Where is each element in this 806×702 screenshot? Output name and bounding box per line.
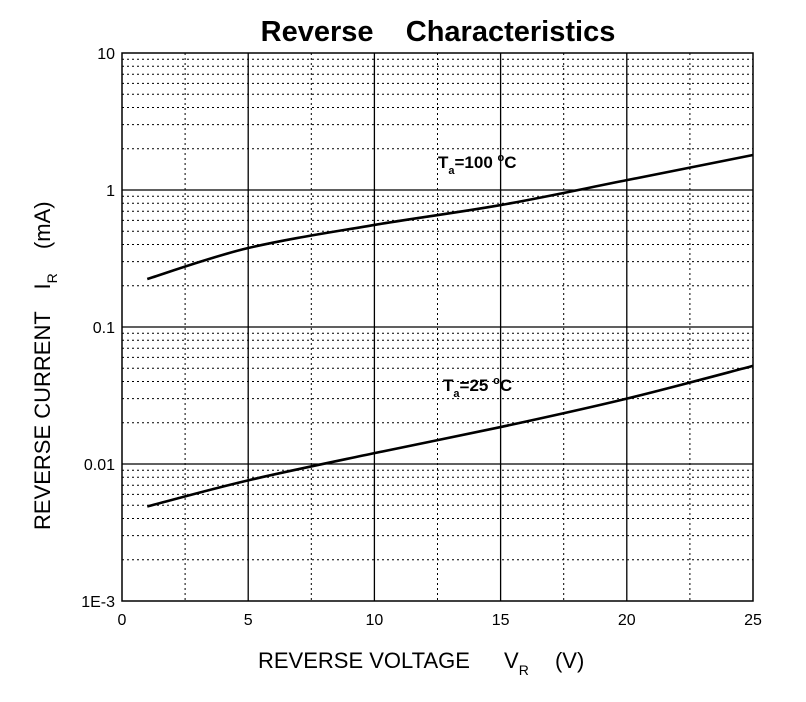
x-axis-label-symbol: V <box>504 648 519 673</box>
series-label-eq: =25 <box>460 376 494 395</box>
x-tick-label: 0 <box>118 612 127 629</box>
plot-frame <box>121 52 754 602</box>
x-tick-label: 25 <box>744 612 762 629</box>
series-label-main: T <box>438 153 449 172</box>
y-axis-label: REVERSE CURRENT IR (mA) <box>30 201 62 530</box>
series-label-unit: C <box>504 153 516 172</box>
x-axis-label-subscript: R <box>519 662 529 678</box>
tick-labels: 0 5 10 15 20 25 1E-3 0.01 0.1 1 10 <box>81 46 762 629</box>
series-label-sub: a <box>448 165 455 177</box>
x-tick-label: 10 <box>366 612 384 629</box>
x-tick-label: 15 <box>492 612 510 629</box>
y-tick-label: 0.01 <box>84 457 115 474</box>
series-label: Ta=100 oC <box>438 152 517 177</box>
x-axis-label-text: REVERSE VOLTAGE <box>258 648 470 673</box>
x-tick-label: 5 <box>244 612 253 629</box>
y-tick-label: 1E-3 <box>81 594 115 611</box>
series-line <box>146 364 754 508</box>
series-label-main: T <box>443 376 454 395</box>
x-tick-label: 20 <box>618 612 636 629</box>
series-label-sup: o <box>493 375 500 387</box>
y-tick-label: 0.1 <box>93 320 115 337</box>
x-axis-label-unit: (V) <box>555 648 584 673</box>
x-axis-label: REVERSE VOLTAGE VR (V) <box>258 648 584 680</box>
y-axis-label-subscript: R <box>44 273 60 283</box>
series-label-eq: =100 <box>454 153 497 172</box>
y-axis-label-symbol: I <box>30 283 55 289</box>
series-label-sub: a <box>453 388 460 400</box>
y-axis-label-unit: (mA) <box>30 201 55 249</box>
series-label-unit: C <box>500 376 512 395</box>
y-tick-label: 10 <box>97 46 115 63</box>
series-line <box>146 153 754 281</box>
grid <box>121 52 754 602</box>
series-label-sup: o <box>498 152 505 164</box>
series-label: Ta=25 oC <box>443 375 512 400</box>
chart-title: Reverse Characteristics <box>261 16 616 48</box>
y-axis-label-text: REVERSE CURRENT <box>30 312 55 530</box>
series-lines <box>146 153 754 508</box>
y-tick-label: 1 <box>106 183 115 200</box>
